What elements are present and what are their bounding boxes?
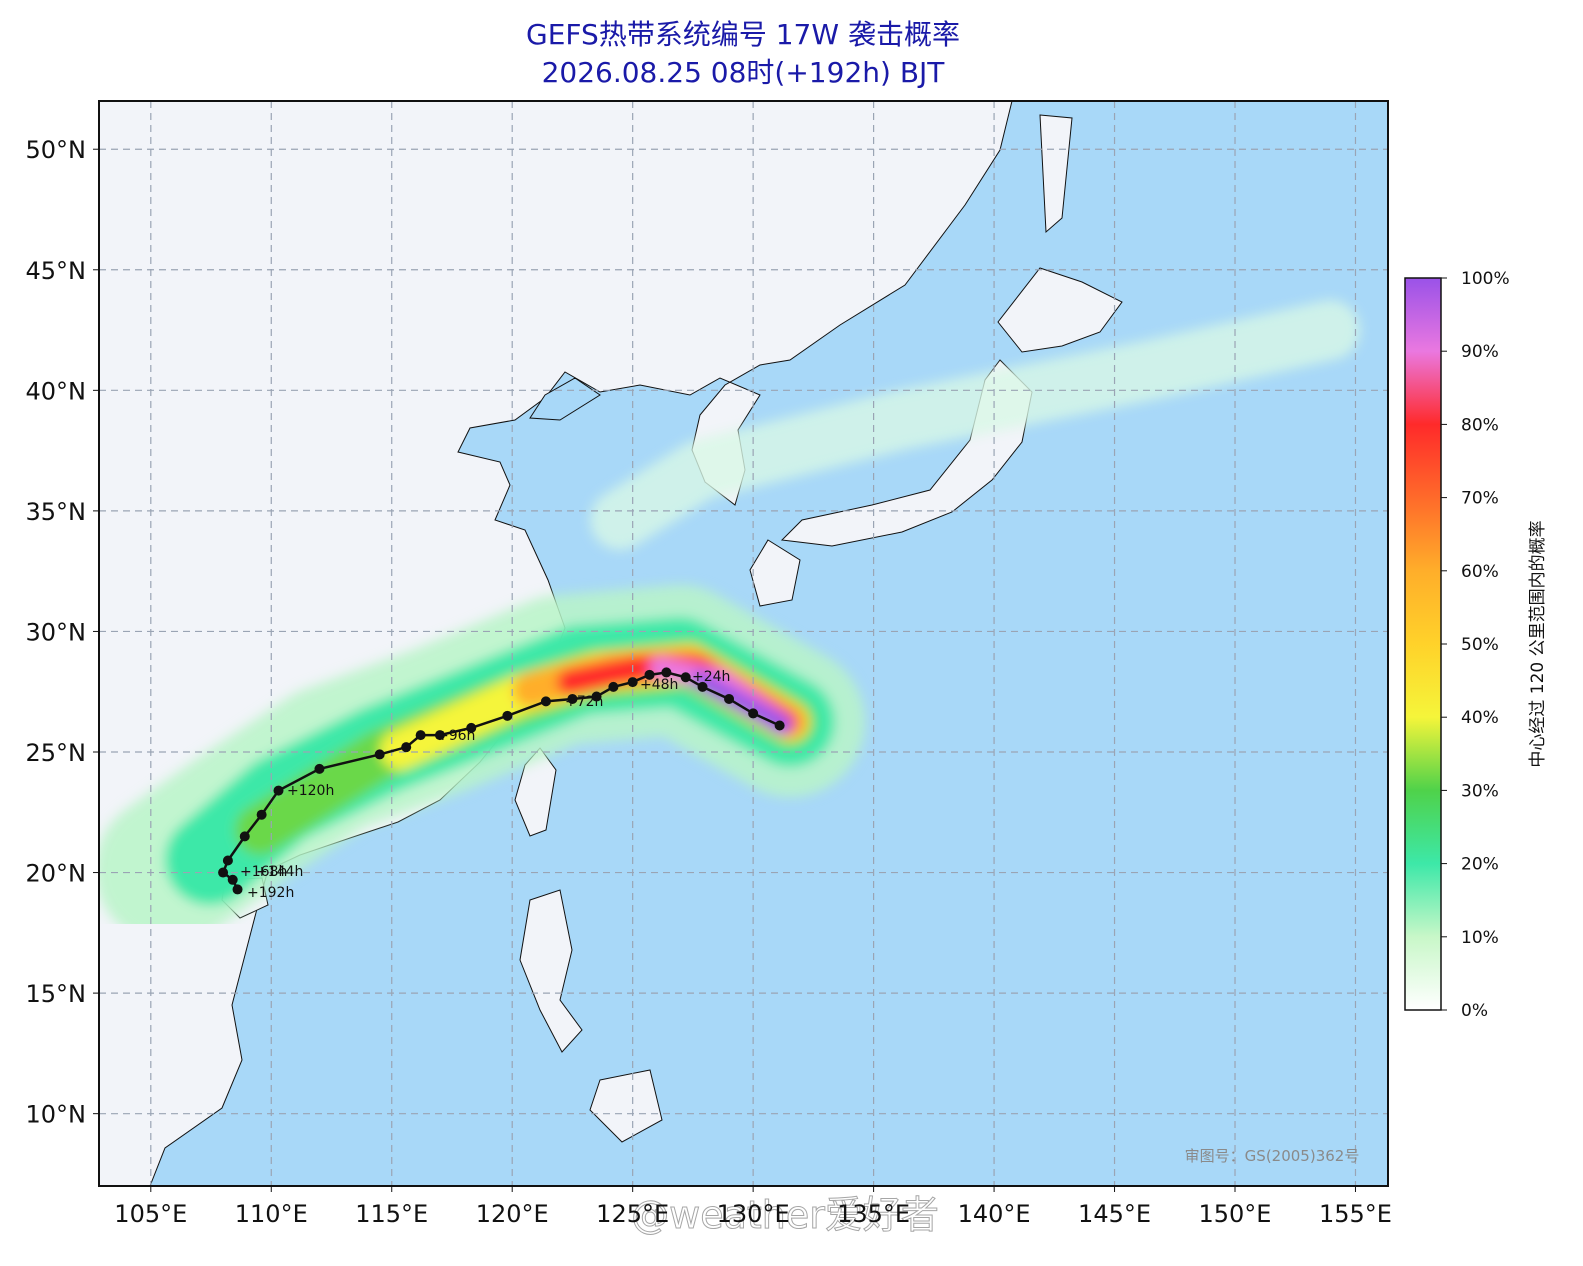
probability-swath: [99, 300, 1360, 945]
x-tick-label: 150°E: [1199, 1200, 1272, 1228]
track-time-label: +144h: [256, 864, 303, 880]
y-tick-label: 25°N: [26, 739, 87, 767]
x-tick-label: 130°E: [717, 1200, 790, 1228]
colorbar-label: 中心经过 120 公里范围内的概率: [1528, 520, 1548, 767]
x-tick-label: 135°E: [837, 1200, 910, 1228]
colorbar-tick-label: 60%: [1461, 562, 1499, 582]
x-tick-label: 115°E: [355, 1200, 428, 1228]
colorbar-tick-label: 50%: [1461, 635, 1499, 655]
colorbar-tick-label: 100%: [1461, 269, 1510, 289]
y-tick-label: 15°N: [26, 980, 87, 1008]
track-point: [273, 785, 284, 796]
track-point: [232, 884, 243, 895]
track-point: [434, 730, 445, 741]
track-point: [374, 749, 385, 760]
y-tick-label: 40°N: [26, 377, 87, 405]
colorbar: [1404, 277, 1442, 1011]
grid: [99, 101, 1388, 1186]
track-time-label: +168h: [240, 864, 287, 880]
bohai-sea: [529, 377, 601, 421]
map-area: +24h +48h +72h +96h +120h +144h+168h +192h: [99, 101, 1388, 1186]
track-point: [222, 855, 233, 866]
track-time-label: +120h: [287, 783, 334, 799]
x-tick-label: 110°E: [235, 1200, 308, 1228]
track-point: [748, 708, 759, 719]
track-time-label: +72h: [565, 694, 603, 710]
x-tick-label: 125°E: [596, 1200, 669, 1228]
track-time-label: +96h: [437, 728, 475, 744]
y-tick-label: 10°N: [26, 1101, 87, 1129]
colorbar-tick-label: 80%: [1461, 415, 1499, 435]
colorbar-tick-label: 70%: [1461, 489, 1499, 509]
watermark: @weather爱好者: [631, 1193, 939, 1237]
colorbar-tick-label: 0%: [1461, 1001, 1488, 1021]
track-time-label: +192h: [247, 885, 294, 901]
x-tick-label: 145°E: [1078, 1200, 1151, 1228]
kyushu: [749, 539, 801, 607]
title: GEFS热带系统编号 17W 袭击概率: [526, 18, 960, 51]
y-tick-label: 30°N: [26, 618, 87, 646]
track-point: [627, 677, 638, 688]
track-point: [401, 742, 412, 753]
track-point: [239, 831, 250, 842]
track-point: [314, 763, 325, 774]
track-point: [415, 730, 426, 741]
hokkaido: [997, 267, 1123, 353]
colorbar-tick-label: 90%: [1461, 342, 1499, 362]
colorbar-tick-label: 20%: [1461, 855, 1499, 875]
track-point: [697, 681, 708, 692]
track: +24h +48h +72h +96h +120h +144h+168h +192h: [218, 667, 785, 901]
x-tick-label: 155°E: [1319, 1200, 1392, 1228]
track-point: [680, 672, 691, 683]
track-point: [608, 681, 619, 692]
track-point: [540, 696, 551, 707]
colorbar-tick-label: 40%: [1461, 708, 1499, 728]
plot-frame: [98, 100, 1389, 1187]
track-time-label: +48h: [640, 677, 678, 693]
luzon: [519, 889, 583, 1053]
track-time-label: +24h: [692, 669, 730, 685]
track-point: [218, 867, 229, 878]
track-point: [227, 874, 238, 885]
axes: 105°E 110°E 115°E 120°E 125°E 130°E 135°E 140°E…: [26, 136, 1510, 1228]
y-tick-label: 35°N: [26, 498, 87, 526]
track-point: [502, 710, 513, 721]
subtitle: 2026.08.25 08时(+192h) BJT: [542, 56, 946, 89]
y-tick-label: 20°N: [26, 860, 87, 888]
track-point: [661, 667, 672, 678]
track-point: [724, 693, 735, 704]
colorbar-tick-label: 30%: [1461, 781, 1499, 801]
track-point: [591, 691, 602, 702]
y-tick-label: 45°N: [26, 257, 87, 285]
mindanao: [589, 1069, 663, 1143]
x-tick-label: 140°E: [958, 1200, 1031, 1228]
track-point: [774, 720, 785, 731]
sakhalin: [1039, 114, 1073, 234]
approval-number: 审图号：GS(2005)362号: [1185, 1147, 1360, 1165]
track-point: [256, 809, 267, 820]
track-point: [466, 722, 477, 733]
track-point: [567, 693, 578, 704]
y-tick-label: 50°N: [26, 136, 87, 164]
colorbar-tick-label: 10%: [1461, 928, 1499, 948]
x-tick-label: 105°E: [114, 1200, 187, 1228]
x-tick-label: 120°E: [476, 1200, 549, 1228]
track-point: [644, 669, 655, 680]
